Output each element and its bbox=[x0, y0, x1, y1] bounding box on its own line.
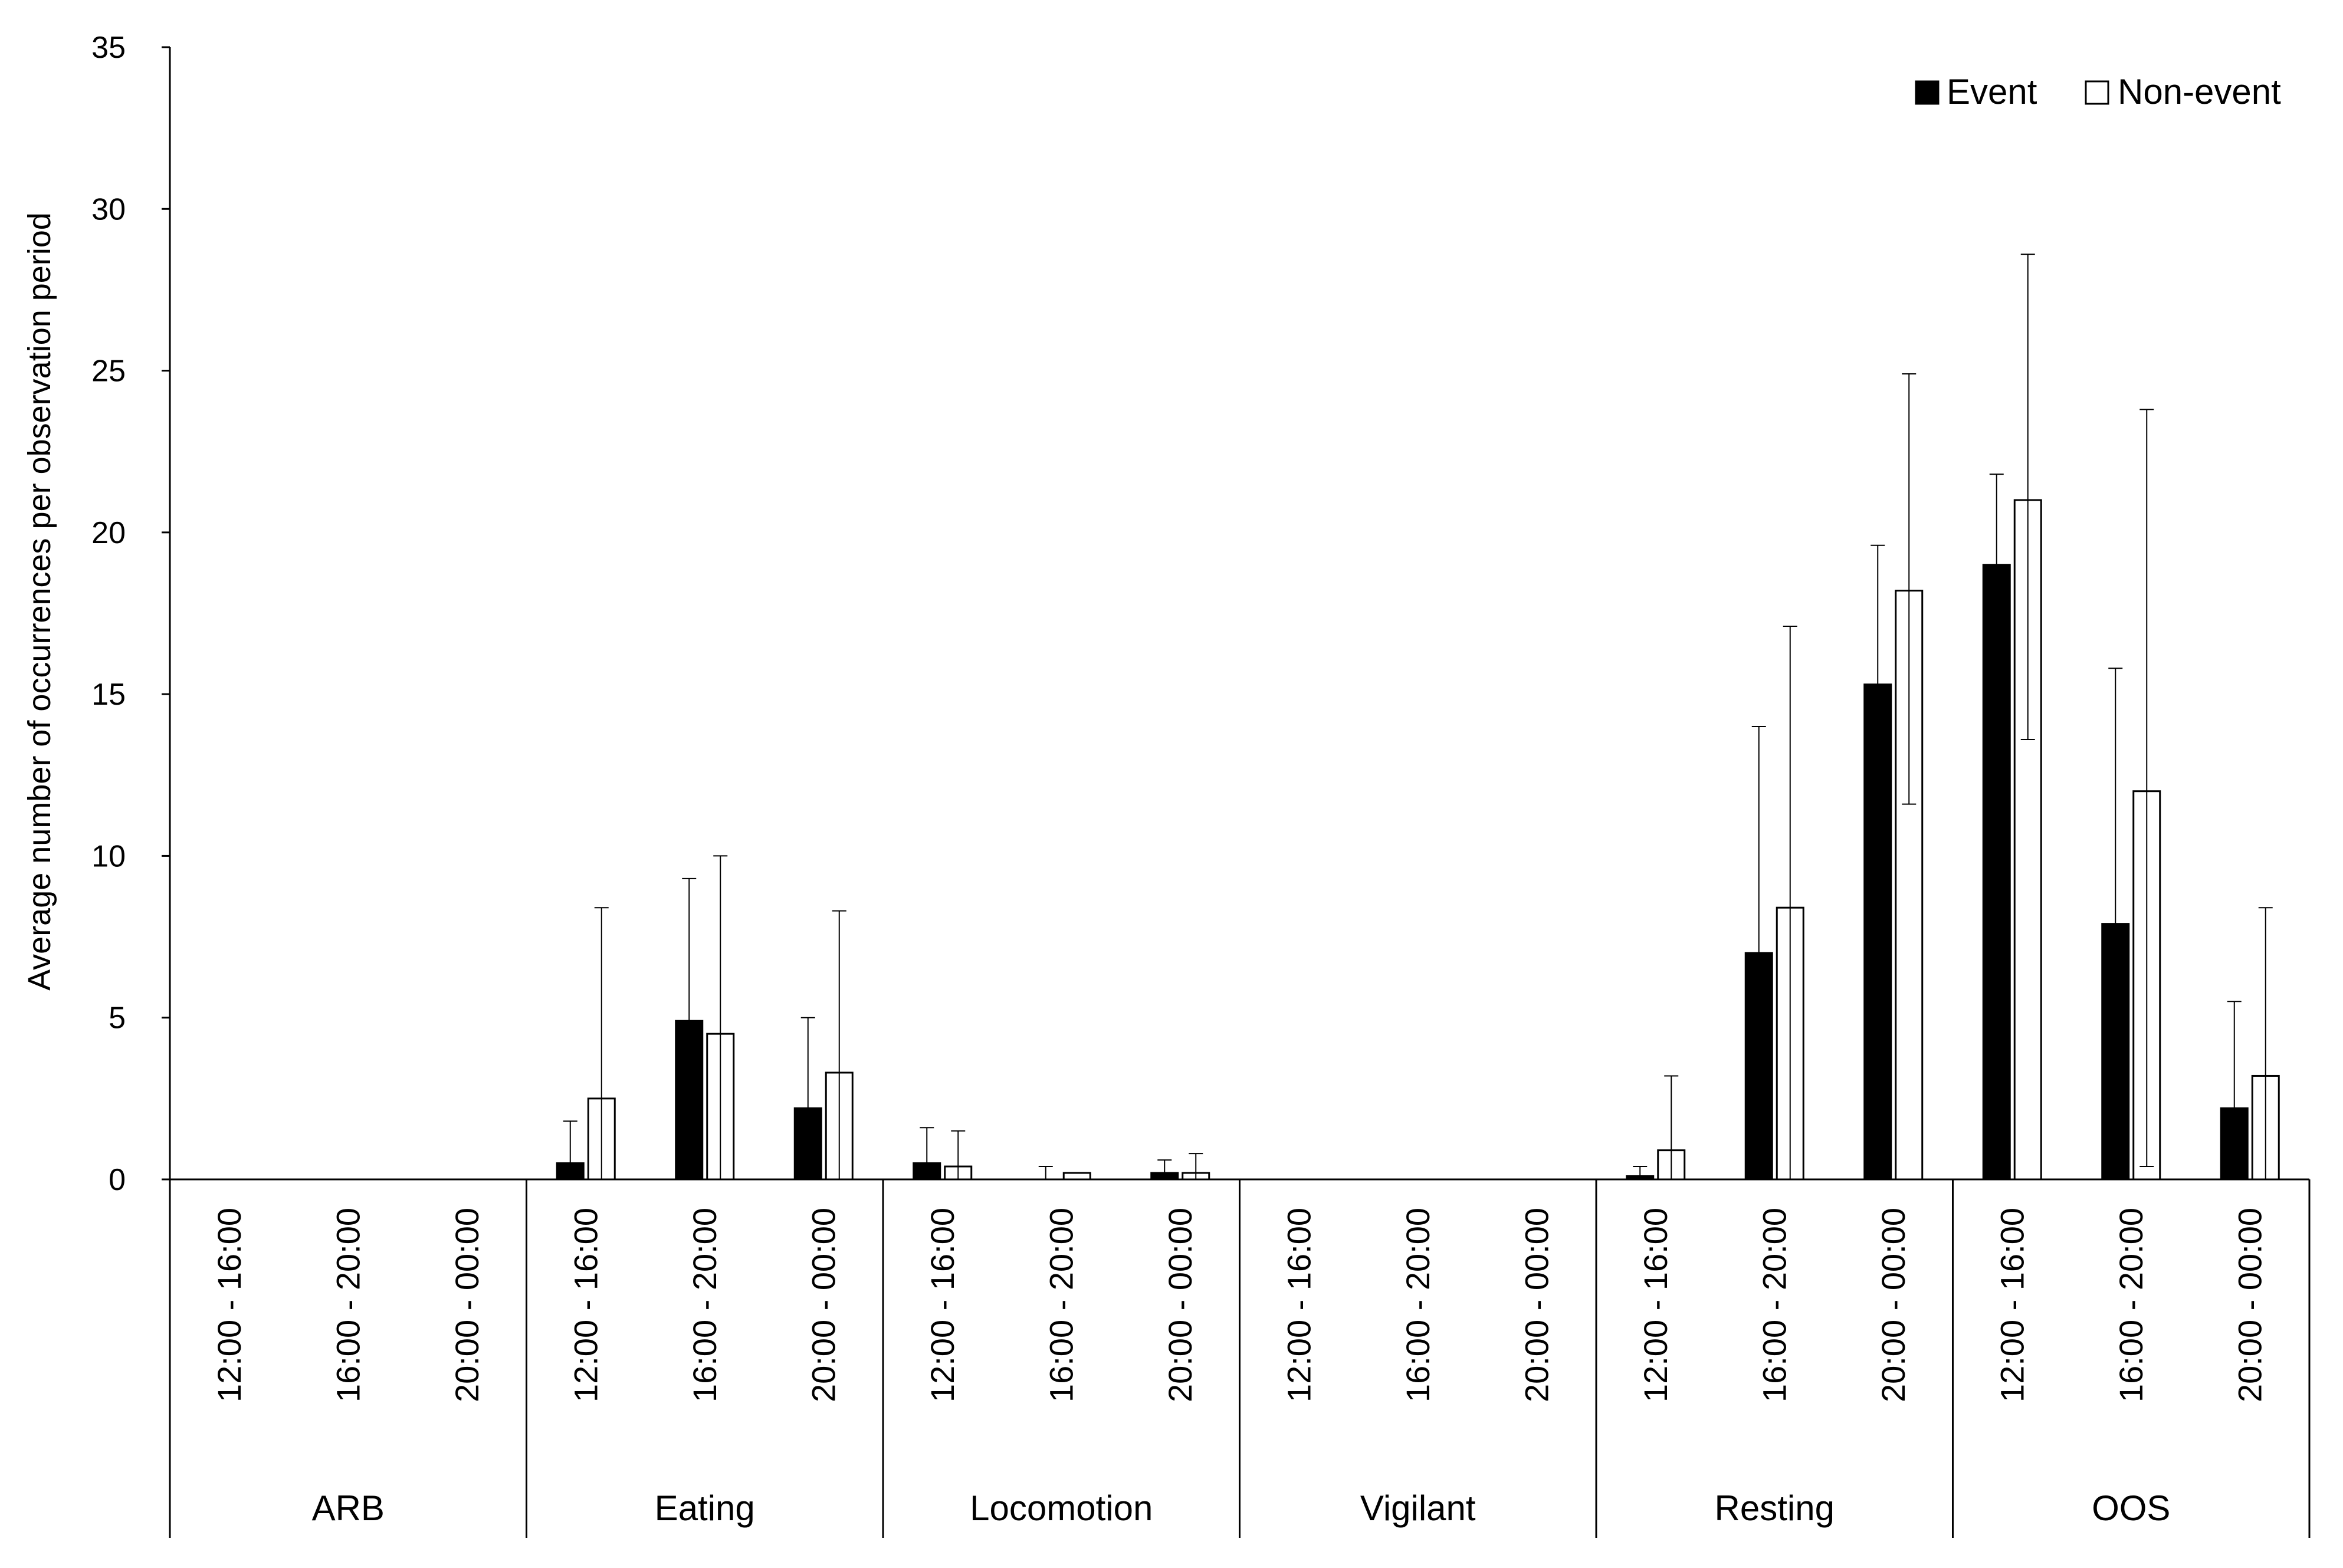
legend: Event Non-event bbox=[1915, 72, 2281, 111]
error-bar bbox=[1038, 1166, 1053, 1179]
error-bar bbox=[920, 1127, 934, 1179]
category-label: 16:00 - 20:00 bbox=[2112, 1208, 2150, 1402]
axes: 0 5 10 15 20 25 30 35 bbox=[91, 31, 2311, 1538]
error-bar bbox=[1157, 1159, 1172, 1179]
category-label: 20:00 - 00:00 bbox=[448, 1208, 485, 1402]
error-bar bbox=[1664, 1075, 1679, 1179]
error-bar bbox=[1783, 625, 1797, 1179]
bar-event bbox=[1982, 564, 2011, 1181]
error-bar bbox=[1989, 474, 2004, 656]
category-label: 12:00 - 16:00 bbox=[567, 1208, 604, 1402]
y-tick-label: 5 bbox=[109, 1001, 126, 1036]
error-bar bbox=[594, 907, 609, 1179]
group-label: ARB bbox=[312, 1488, 385, 1528]
category-label: 12:00 - 16:00 bbox=[211, 1208, 248, 1402]
legend-label-non-event: Non-event bbox=[2118, 72, 2281, 111]
error-bar bbox=[682, 877, 697, 1164]
y-tick-label: 10 bbox=[91, 839, 126, 873]
category-label: 12:00 - 16:00 bbox=[1637, 1208, 1674, 1402]
error-bar bbox=[1871, 544, 1885, 828]
error-bar bbox=[800, 1017, 815, 1179]
y-tick-label: 15 bbox=[91, 678, 126, 712]
category-label: 12:00 - 16:00 bbox=[1280, 1208, 1317, 1402]
error-bar bbox=[2258, 907, 2273, 1179]
legend-label-event: Event bbox=[1947, 72, 2037, 111]
error-bar bbox=[1902, 373, 1917, 805]
group-label: Vigilant bbox=[1360, 1488, 1476, 1528]
group-label: Resting bbox=[1715, 1488, 1835, 1528]
category-label: 20:00 - 00:00 bbox=[2231, 1208, 2268, 1402]
error-bar bbox=[1633, 1166, 1648, 1179]
error-bar bbox=[2227, 1001, 2242, 1179]
y-tick-label: 30 bbox=[91, 192, 126, 226]
category-label: 16:00 - 20:00 bbox=[329, 1208, 366, 1402]
error-bar bbox=[951, 1130, 966, 1179]
error-bar bbox=[1751, 726, 1766, 1179]
bar-non-event bbox=[1062, 1172, 1091, 1181]
category-label: 16:00 - 20:00 bbox=[686, 1208, 723, 1402]
y-axis-title: Average number of occurrences per observ… bbox=[22, 212, 57, 991]
group-label: OOS bbox=[2092, 1488, 2170, 1528]
y-tick-label: 0 bbox=[109, 1163, 126, 1197]
legend-swatch-event bbox=[1915, 80, 1940, 105]
category-label: 16:00 - 20:00 bbox=[1755, 1208, 1793, 1402]
category-label: 16:00 - 20:00 bbox=[1399, 1208, 1436, 1402]
y-tick-label: 35 bbox=[91, 31, 126, 65]
group-label: Eating bbox=[655, 1488, 755, 1528]
y-tick-label: 25 bbox=[91, 354, 126, 389]
error-bar bbox=[2108, 668, 2123, 1179]
error-bars bbox=[563, 254, 2273, 1179]
error-bar bbox=[563, 1120, 577, 1179]
legend-swatch-non-event bbox=[2085, 80, 2109, 105]
error-bar bbox=[2139, 409, 2154, 1168]
error-bar bbox=[832, 910, 846, 1179]
category-label: 12:00 - 16:00 bbox=[1993, 1208, 2030, 1402]
y-tick-label: 20 bbox=[91, 516, 126, 550]
error-bar bbox=[713, 855, 728, 1179]
category-label: 20:00 - 00:00 bbox=[805, 1208, 842, 1402]
error-bar bbox=[1189, 1153, 1203, 1179]
category-label: 12:00 - 16:00 bbox=[924, 1208, 961, 1402]
category-label: 20:00 - 00:00 bbox=[1161, 1208, 1199, 1402]
bars bbox=[556, 499, 2280, 1181]
group-label: Locomotion bbox=[970, 1488, 1153, 1528]
category-label: 16:00 - 20:00 bbox=[1042, 1208, 1079, 1402]
error-bar bbox=[2020, 254, 2035, 740]
x-axis-categories: ARB 12:00 - 16:00 16:00 - 20:00 20:00 - 00:… bbox=[211, 1208, 2269, 1528]
category-label: 20:00 - 00:00 bbox=[1518, 1208, 1555, 1402]
category-label: 20:00 - 00:00 bbox=[1875, 1208, 1912, 1402]
